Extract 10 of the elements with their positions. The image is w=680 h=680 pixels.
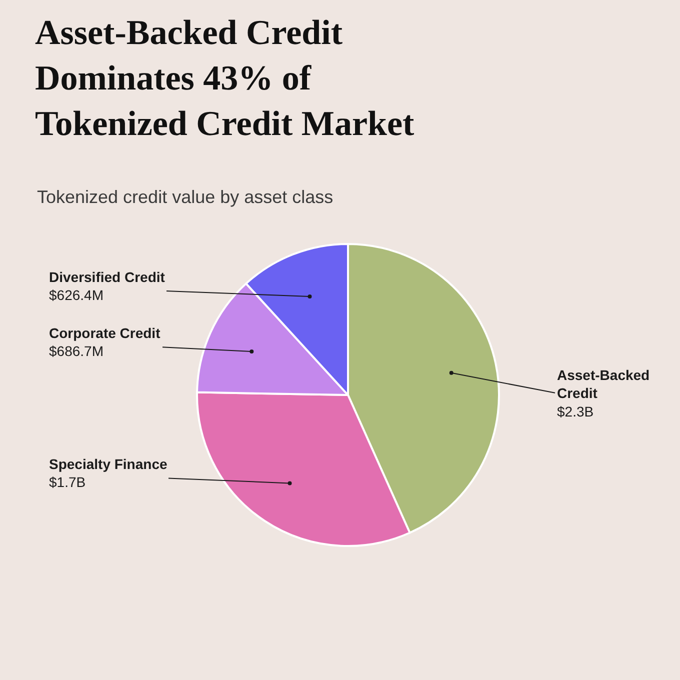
chart-title: Asset-Backed Credit Dominates 43% of Tokenized Credit Market [35,13,414,144]
data-label: $626.4M [49,287,104,304]
data-label: $686.7M [49,343,104,360]
data-label: $1.7B [49,474,86,490]
slice-label: Corporate Credit [49,325,161,341]
slice-label: Specialty Finance [49,456,168,472]
slice-label: Asset-Backed Credit [557,367,650,402]
data-label: $2.3B [557,403,594,420]
chart-subtitle: Tokenized credit value by asset class [37,187,334,207]
slice-label: Diversified Credit [49,269,166,285]
